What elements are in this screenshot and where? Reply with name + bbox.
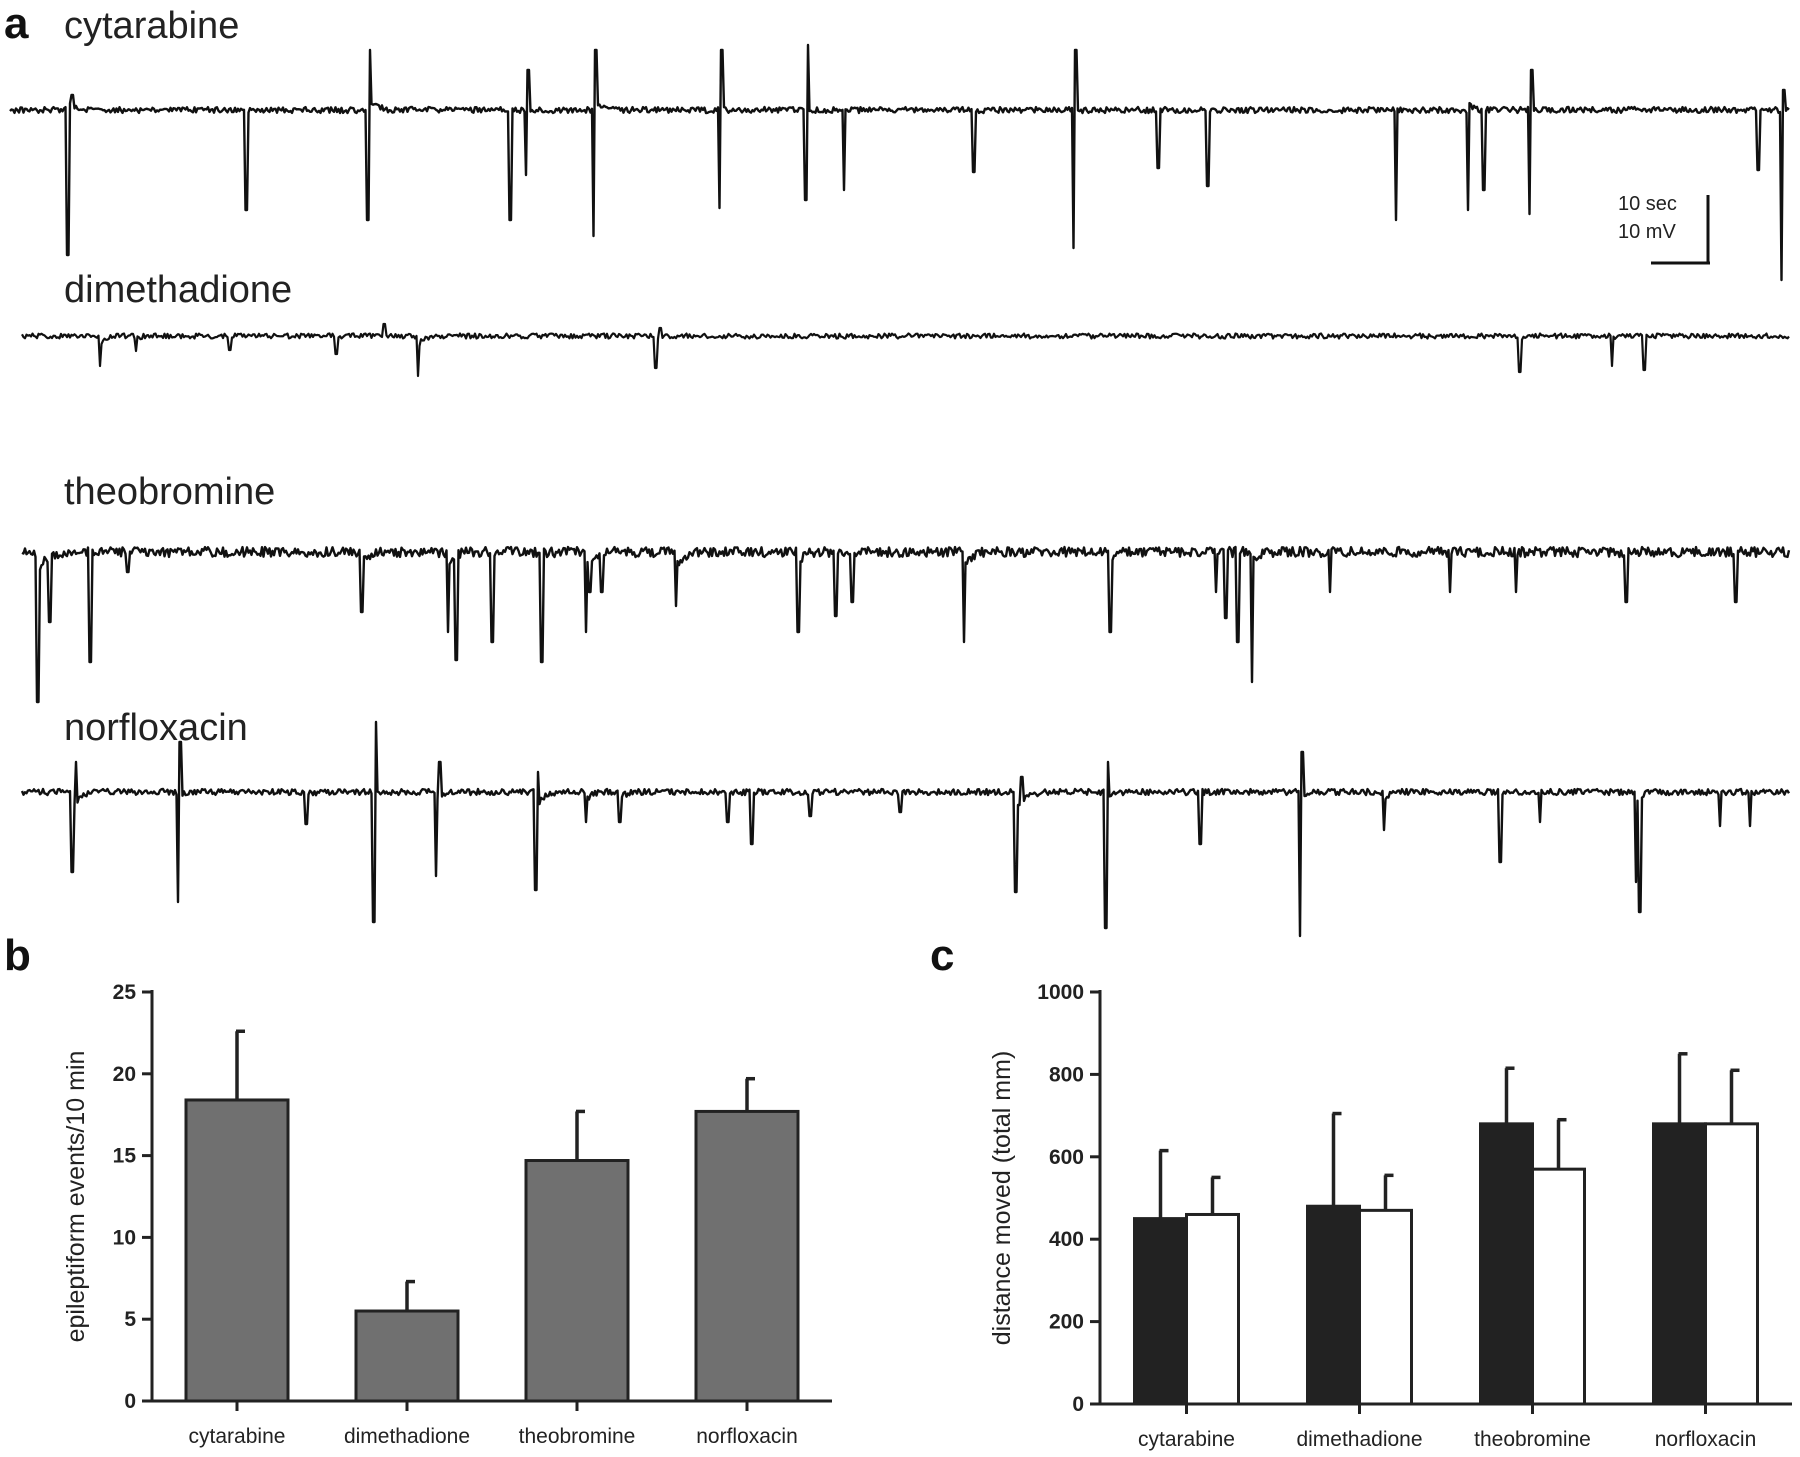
chart-distance-moved: 0 200 400 600 800 1000 distance moved (total m… [988, 981, 1792, 1451]
bar [1652, 1122, 1707, 1406]
y-tick-label: 15 [113, 1145, 137, 1168]
y-tick-label: 5 [124, 1308, 136, 1331]
x-tick-label: theobromine [519, 1425, 636, 1448]
x-tick-label: dimethadione [344, 1425, 470, 1448]
panel-letter-c: c [930, 931, 954, 980]
trace-label-theobromine: theobromine [64, 471, 275, 513]
y-axis-label: distance moved (total mm) [988, 1051, 1016, 1346]
y-axis-label: epileptiform events/10 min [62, 1051, 90, 1343]
bar [1306, 1204, 1361, 1406]
y-tick-label: 600 [1049, 1146, 1084, 1169]
trace-cytarabine [9, 43, 1790, 282]
y-tick-label: 25 [113, 981, 137, 1004]
panel-letter-b: b [4, 931, 31, 980]
x-tick-label: cytarabine [189, 1425, 286, 1448]
y-tick-label: 200 [1049, 1311, 1084, 1334]
x-tick-label: theobromine [1474, 1428, 1591, 1451]
y-tick-label: 0 [124, 1390, 136, 1413]
bar [1531, 1167, 1586, 1406]
scale-bar-time-label: 10 sec [1618, 193, 1677, 215]
trace-norfloxacin [20, 720, 1791, 938]
x-tick-label: norfloxacin [696, 1425, 798, 1448]
y-tick-label: 0 [1072, 1393, 1084, 1416]
trace-dimethadione [21, 322, 1790, 378]
chart-epileptiform-events: 0 5 10 15 20 25 epileptiform events/10 min cyta… [62, 981, 832, 1448]
bar [1704, 1122, 1759, 1406]
bar [524, 1159, 630, 1403]
y-tick-label: 800 [1049, 1063, 1084, 1086]
trace-theobromine [21, 545, 1791, 704]
panel-letter-a: a [4, 0, 29, 48]
x-tick-label: cytarabine [1138, 1428, 1235, 1451]
trace-label-dimethadione: dimethadione [64, 269, 292, 311]
bar [184, 1098, 290, 1403]
y-tick-label: 10 [113, 1226, 136, 1249]
trace-label-norfloxacin: norfloxacin [64, 707, 248, 749]
bar [354, 1309, 460, 1403]
x-tick-label: dimethadione [1296, 1428, 1422, 1451]
scale-bar: 10 sec 10 mV [1618, 193, 1710, 265]
x-tick-label: norfloxacin [1655, 1428, 1757, 1451]
y-tick-label: 400 [1049, 1228, 1084, 1251]
bar [1185, 1212, 1240, 1406]
bar [1358, 1208, 1413, 1406]
bar [1133, 1217, 1188, 1406]
trace-label-cytarabine: cytarabine [64, 5, 239, 47]
y-tick-label: 1000 [1037, 981, 1084, 1004]
scale-bar-voltage-label: 10 mV [1618, 221, 1676, 243]
y-tick-label: 20 [113, 1063, 136, 1086]
bar [694, 1109, 800, 1403]
bar [1479, 1122, 1534, 1406]
